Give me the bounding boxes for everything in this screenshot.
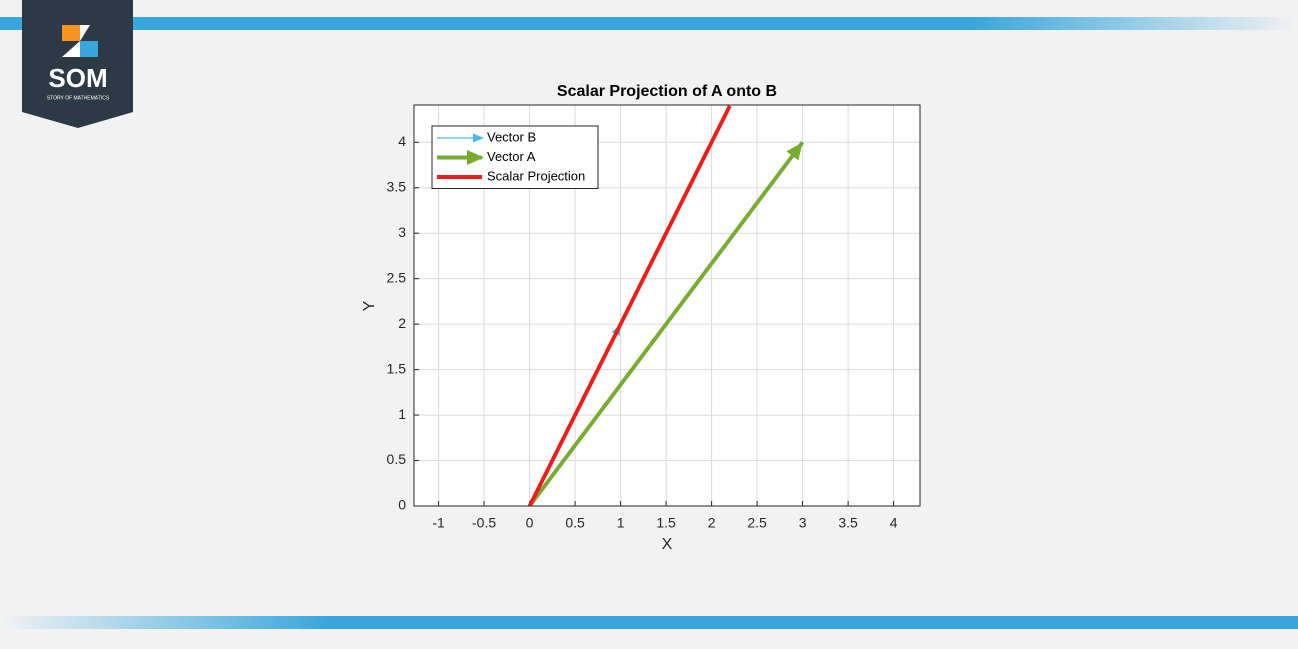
y-tick-label: 2 <box>398 315 406 331</box>
vector-line <box>528 141 805 506</box>
x-tick-label: -1 <box>432 515 445 531</box>
y-tick-label: 0 <box>398 497 406 513</box>
x-tick-label: 2.5 <box>747 515 767 531</box>
x-tick-label: 0.5 <box>565 515 585 531</box>
logo: SOM STORY OF MATHEMATICS <box>22 0 133 128</box>
x-tick-label: 0 <box>526 515 534 531</box>
y-tick-label: 1 <box>398 406 406 422</box>
marks <box>527 105 805 506</box>
legend-arrowhead <box>473 133 484 143</box>
x-axis-label: X <box>662 536 673 553</box>
y-tick-label: 0.5 <box>387 451 407 467</box>
x-tick-label: 1.5 <box>656 515 676 531</box>
bottom-band <box>0 616 1298 629</box>
chart-title: Scalar Projection of A onto B <box>557 83 777 100</box>
arrowhead <box>786 142 803 161</box>
logo-tagline: STORY OF MATHEMATICS <box>47 95 110 101</box>
legend-label: Vector B <box>487 129 536 144</box>
logo-text: SOM <box>48 63 107 93</box>
plot-frame <box>413 104 921 507</box>
y-tick-label: 3.5 <box>387 178 407 194</box>
x-tick-label: 3 <box>799 515 807 531</box>
x-tick-label: 1 <box>617 515 625 531</box>
legend: Vector B Vector A Scalar Projection <box>431 125 599 189</box>
x-tick-label: 2 <box>708 515 716 531</box>
y-tick-label: 1.5 <box>387 360 407 376</box>
y-axis-label: Y <box>361 300 378 311</box>
x-tick-label: 3.5 <box>838 515 858 531</box>
x-tick-label: 4 <box>890 515 898 531</box>
x-tick-label: -0.5 <box>472 515 496 531</box>
legend-arrowhead <box>467 150 484 165</box>
vector-line <box>527 105 732 506</box>
top-band <box>0 17 1298 30</box>
y-tick-label: 2.5 <box>387 269 407 285</box>
y-tick-label: 4 <box>398 133 406 149</box>
legend-label: Scalar Projection <box>487 168 585 183</box>
legend-label: Vector A <box>487 149 536 164</box>
y-tick-label: 3 <box>398 224 406 240</box>
